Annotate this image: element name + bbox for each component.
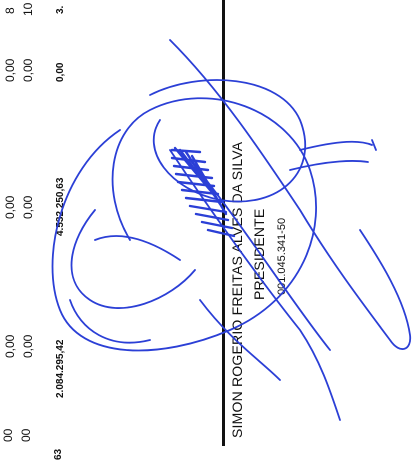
- value-cell: 0,00: [3, 195, 17, 219]
- partial-cell: 63: [53, 448, 64, 460]
- signatory-id: 001.045.341-50: [276, 217, 288, 295]
- partial-cell: 3.: [55, 5, 66, 14]
- total-cell: 4.532.250,63: [55, 177, 66, 236]
- partial-cell: 8: [3, 7, 17, 14]
- partial-cell: 00: [1, 428, 15, 442]
- value-cell: 0,00: [21, 334, 35, 358]
- total-cell: 0,00: [55, 62, 66, 82]
- signatory-name: SIMON ROGERIO FREITAS ALVES DA SILVA: [229, 141, 245, 438]
- value-cell: 0,00: [21, 58, 35, 82]
- partial-cell: 00: [19, 428, 33, 442]
- value-cell: 0,00: [3, 334, 17, 358]
- value-cell: 0,00: [3, 58, 17, 82]
- partial-cell: 10: [21, 2, 35, 16]
- signatory-role: PRESIDENTE: [251, 208, 267, 300]
- signature-line: [222, 0, 225, 446]
- total-cell: 2.084.295,42: [55, 339, 66, 398]
- value-cell: 0,00: [21, 195, 35, 219]
